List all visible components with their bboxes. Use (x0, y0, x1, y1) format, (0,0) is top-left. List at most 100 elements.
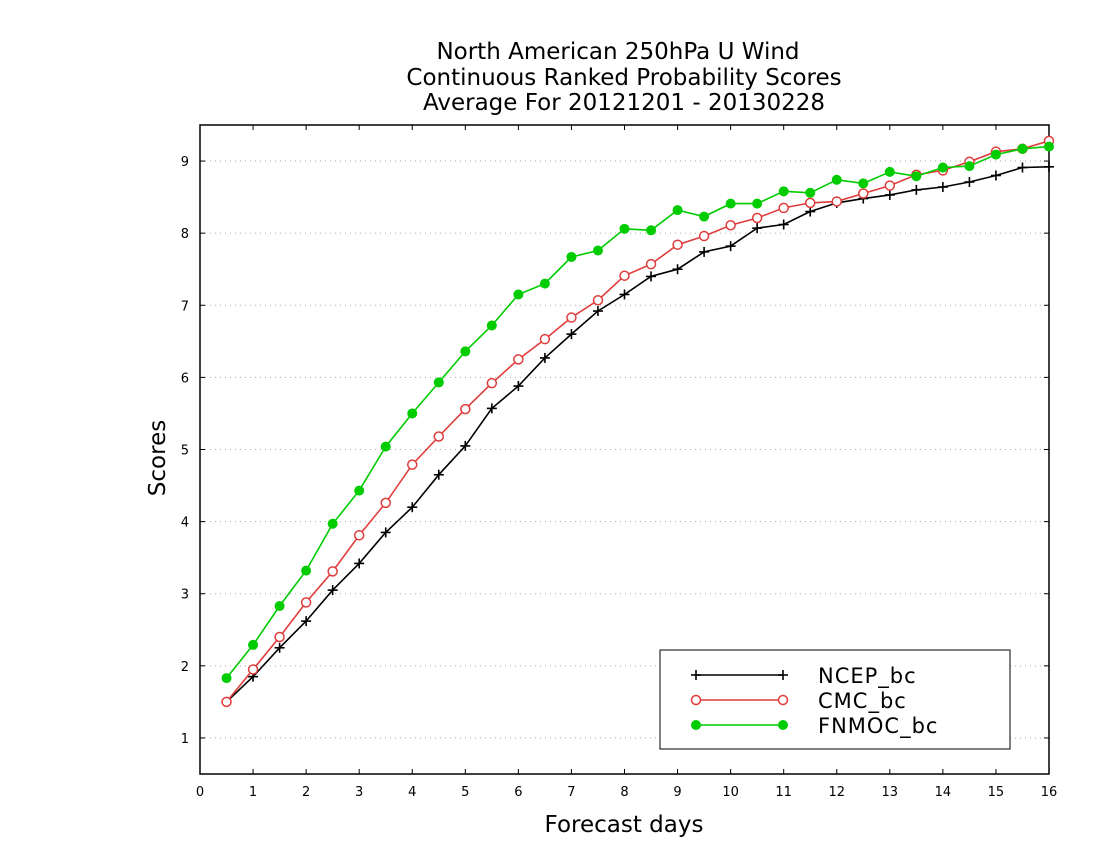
series-fnmoc-bc (221, 141, 1054, 684)
point-ncep-bc-31 (1044, 161, 1054, 172)
y-tick-label-4: 4 (181, 516, 189, 531)
point-fnmoc-bc-1 (248, 639, 259, 650)
point-cmc-bc-0 (221, 696, 232, 708)
y-tick-label-1: 1 (181, 732, 189, 747)
point-cmc-bc-21 (778, 202, 789, 214)
point-fnmoc-bc-31 (1044, 141, 1054, 152)
x-tick-label-9: 9 (673, 785, 681, 800)
point-fnmoc-bc-15 (619, 223, 630, 234)
legend-label-ncep-bc: NCEP_bc (818, 664, 917, 689)
legend-marker-end-fnmoc-bc (778, 720, 788, 730)
y-tick-label-6: 6 (181, 371, 189, 386)
x-tick-label-3: 3 (355, 785, 363, 800)
point-cmc-bc-16 (645, 258, 657, 270)
x-tick-label-16: 16 (1041, 785, 1058, 800)
series-ncep-bc (221, 161, 1054, 707)
point-fnmoc-bc-28 (964, 161, 975, 172)
point-cmc-bc-17 (672, 239, 683, 250)
point-ncep-bc-5 (354, 558, 365, 569)
series-cmc-bc (221, 135, 1055, 708)
point-ncep-bc-26 (911, 184, 922, 195)
x-tick-label-1: 1 (249, 785, 257, 800)
point-cmc-bc-15 (619, 270, 630, 281)
y-tick-label-7: 7 (181, 299, 189, 314)
point-fnmoc-bc-24 (858, 178, 869, 189)
y-tick-label-8: 8 (181, 227, 189, 242)
x-axis: 0 1 2 3 4 5 6 7 8 9 10 11 12 13 14 15 16 (196, 125, 1057, 800)
point-cmc-bc-9 (460, 403, 471, 415)
point-fnmoc-bc-18 (699, 211, 710, 222)
point-fnmoc-bc-6 (380, 441, 391, 452)
point-cmc-bc-18 (698, 230, 710, 242)
legend-label-cmc-bc: CMC_bc (818, 689, 907, 714)
series-line-ncep-bc (225, 166, 1050, 703)
point-cmc-bc-22 (804, 197, 816, 209)
x-tick-label-13: 13 (882, 785, 899, 800)
y-tick-label-2: 2 (181, 660, 189, 675)
x-tick-label-8: 8 (620, 785, 628, 800)
point-cmc-bc-6 (380, 497, 391, 509)
x-tick-label-10: 10 (722, 785, 739, 800)
point-ncep-bc-8 (433, 469, 444, 480)
point-fnmoc-bc-3 (301, 565, 312, 576)
series-layer (221, 135, 1055, 708)
point-ncep-bc-29 (990, 170, 1001, 181)
point-fnmoc-bc-19 (725, 198, 736, 209)
point-cmc-bc-25 (884, 180, 896, 191)
legend-label-fnmoc-bc: FNMOC_bc (818, 714, 938, 739)
point-ncep-bc-3 (301, 616, 312, 627)
x-tick-label-11: 11 (775, 785, 792, 800)
point-fnmoc-bc-23 (831, 174, 842, 185)
point-cmc-bc-12 (539, 333, 551, 345)
point-cmc-bc-10 (486, 377, 498, 389)
point-ncep-bc-22 (805, 206, 816, 217)
point-fnmoc-bc-16 (646, 225, 657, 236)
x-tick-label-6: 6 (514, 785, 522, 800)
x-tick-label-14: 14 (935, 785, 952, 800)
point-ncep-bc-27 (937, 182, 948, 193)
y-tick-label-5: 5 (181, 444, 189, 459)
legend-item-cmc-bc: CMC_bc (690, 689, 907, 714)
legend-item-ncep-bc: NCEP_bc (691, 664, 917, 689)
point-fnmoc-bc-27 (937, 162, 948, 173)
y-axis-label: Scores (145, 420, 171, 496)
point-cmc-bc-19 (725, 219, 736, 231)
x-tick-label-15: 15 (988, 785, 1005, 800)
legend-marker-start-fnmoc-bc (691, 720, 701, 730)
point-ncep-bc-11 (513, 381, 524, 392)
point-fnmoc-bc-17 (672, 205, 683, 216)
point-fnmoc-bc-29 (990, 149, 1001, 160)
point-cmc-bc-20 (751, 212, 763, 224)
point-fnmoc-bc-30 (1017, 143, 1028, 154)
point-cmc-bc-13 (566, 312, 577, 323)
point-cmc-bc-11 (513, 354, 524, 365)
point-ncep-bc-17 (672, 264, 683, 275)
point-fnmoc-bc-20 (752, 198, 763, 209)
point-ncep-bc-19 (725, 241, 736, 252)
point-fnmoc-bc-9 (460, 346, 471, 357)
point-ncep-bc-16 (646, 271, 657, 282)
point-ncep-bc-25 (884, 189, 895, 200)
legend-marker-start-cmc-bc (690, 694, 702, 706)
x-tick-label-4: 4 (408, 785, 416, 800)
point-fnmoc-bc-11 (513, 289, 524, 300)
point-cmc-bc-14 (592, 294, 604, 306)
x-tick-label-12: 12 (828, 785, 845, 800)
point-fnmoc-bc-21 (778, 186, 789, 197)
point-cmc-bc-8 (433, 431, 445, 442)
legend-item-fnmoc-bc: FNMOC_bc (691, 714, 938, 739)
point-cmc-bc-24 (858, 188, 869, 199)
point-fnmoc-bc-4 (327, 518, 338, 529)
x-tick-label-2: 2 (302, 785, 310, 800)
point-cmc-bc-3 (300, 597, 312, 608)
chart-title-line-2: Continuous Ranked Probability Scores (406, 65, 841, 91)
chart-title-line-3: Average For 20121201 - 20130228 (423, 90, 825, 116)
point-fnmoc-bc-8 (433, 377, 444, 388)
point-fnmoc-bc-7 (407, 408, 418, 419)
point-ncep-bc-9 (460, 440, 471, 451)
point-fnmoc-bc-14 (592, 245, 603, 256)
chart-title-line-1: North American 250hPa U Wind (436, 39, 799, 65)
point-ncep-bc-6 (380, 527, 391, 538)
